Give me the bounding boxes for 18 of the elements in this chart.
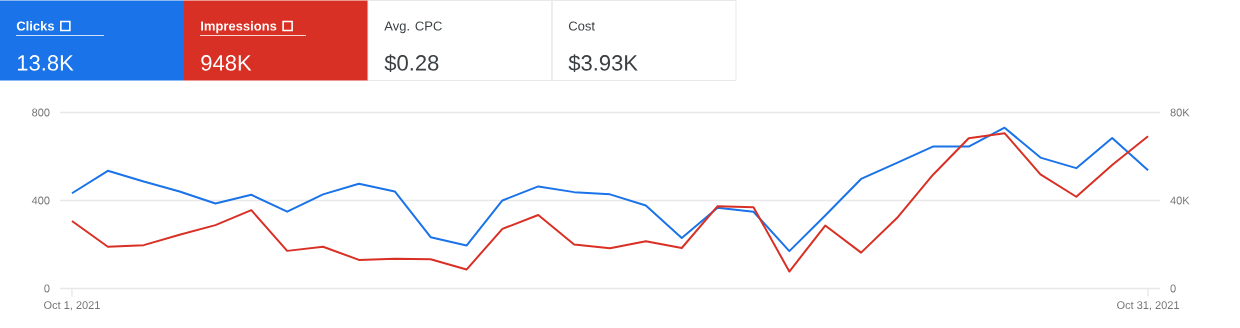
y-tick-label: 0 bbox=[44, 284, 50, 293]
text: $3.93K bbox=[568, 53, 638, 72]
line-series bbox=[70, 126, 1150, 252]
legend-label: Clicks bbox=[16, 20, 55, 31]
legend-label: Impressions bbox=[201, 20, 277, 33]
text: Cost bbox=[568, 21, 595, 31]
line-series bbox=[70, 131, 1150, 273]
y-tick-label: 400 bbox=[31, 196, 50, 205]
text: Avg. CPC bbox=[384, 21, 442, 33]
y-tick-label: 800 bbox=[32, 108, 50, 117]
y2-tick-label: 40K bbox=[1170, 196, 1190, 205]
text: 948K bbox=[201, 54, 252, 71]
x-tick-label: Oct 1, 2021 bbox=[44, 300, 100, 311]
text: 13.8K bbox=[17, 54, 74, 71]
y2-tick-label: 0 bbox=[1170, 284, 1176, 293]
text: $0.28 bbox=[384, 53, 439, 72]
x-tick-label: Oct 31, 2021 bbox=[1117, 300, 1179, 311]
y2-tick-label: 80K bbox=[1170, 108, 1190, 117]
